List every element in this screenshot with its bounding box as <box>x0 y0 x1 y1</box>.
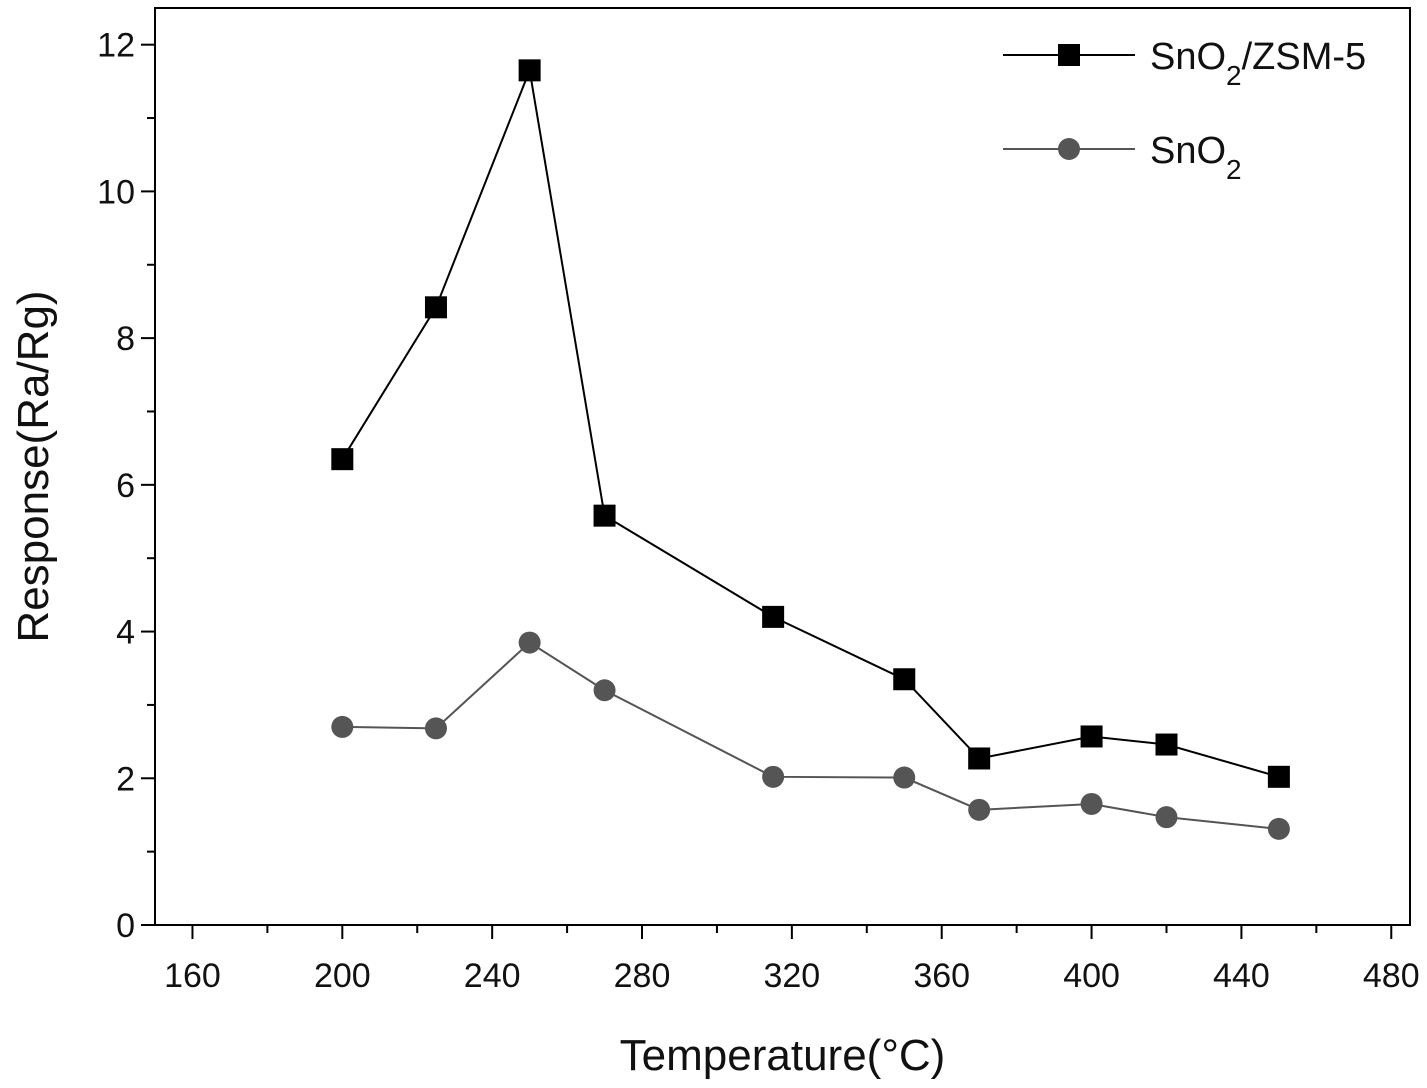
x-tick-label: 440 <box>1213 957 1270 995</box>
legend-square-marker <box>1058 44 1080 66</box>
square-marker <box>893 668 916 691</box>
plot-border <box>154 7 1411 926</box>
circle-marker <box>331 715 354 738</box>
y-axis-title: Response(Ra/Rg) <box>9 290 58 642</box>
circle-marker <box>1080 792 1103 815</box>
legend-label-subscript: 2 <box>1226 60 1242 91</box>
square-marker <box>593 504 616 527</box>
series-1 <box>331 59 1290 788</box>
square-marker <box>1267 765 1290 788</box>
x-tick-label: 360 <box>913 957 970 995</box>
series-line <box>342 641 1279 830</box>
circle-marker <box>1267 817 1290 840</box>
circle-marker <box>1155 806 1178 829</box>
y-tick-label: 12 <box>97 27 135 65</box>
x-tick-label: 280 <box>614 957 671 995</box>
x-tick-label: 200 <box>314 957 371 995</box>
circle-marker <box>893 766 916 789</box>
legend-label-main: SnO <box>1150 130 1226 172</box>
legend-label: SnO2 <box>1150 130 1242 185</box>
x-axis-ticks: 160 200 240 280 320 360 400 440 480 <box>164 925 1420 995</box>
y-tick-label: 6 <box>116 467 135 505</box>
square-marker <box>762 605 785 628</box>
circle-marker <box>968 798 991 821</box>
y-tick-label: 0 <box>116 907 135 945</box>
square-marker <box>331 448 354 471</box>
circle-marker <box>762 765 785 788</box>
x-tick-label: 240 <box>464 957 521 995</box>
y-axis-ticks: 0 2 4 6 8 10 12 <box>97 27 155 945</box>
series-2 <box>331 631 1290 840</box>
square-marker <box>518 59 541 82</box>
circle-marker <box>593 679 616 702</box>
legend-item-2: SnO2 <box>1003 130 1242 185</box>
x-axis-title: Temperature(°C) <box>620 1031 946 1080</box>
x-tick-label: 320 <box>763 957 820 995</box>
y-tick-label: 8 <box>116 320 135 358</box>
legend-label-subscript: 2 <box>1226 154 1242 185</box>
y-tick-label: 10 <box>97 173 135 211</box>
circle-marker <box>518 631 541 654</box>
y-tick-label: 4 <box>116 614 135 652</box>
x-tick-label: 480 <box>1363 957 1420 995</box>
legend-label: SnO2/ZSM-5 <box>1150 36 1366 91</box>
x-tick-label: 400 <box>1063 957 1120 995</box>
circle-marker <box>424 717 447 740</box>
y-tick-label: 2 <box>116 760 135 798</box>
series-layer <box>331 59 1290 840</box>
square-marker <box>1080 725 1103 748</box>
series-line <box>341 66 1280 778</box>
legend-label-main: SnO <box>1150 36 1226 78</box>
x-tick-label: 160 <box>164 957 221 995</box>
square-marker <box>424 296 447 319</box>
legend-circle-marker <box>1058 138 1080 160</box>
square-marker <box>968 747 991 770</box>
plot-frame <box>154 7 1411 926</box>
legend-item-1: SnO2/ZSM-5 <box>1003 36 1366 91</box>
legend-label-tail: /ZSM-5 <box>1242 36 1367 78</box>
square-marker <box>1155 733 1178 756</box>
